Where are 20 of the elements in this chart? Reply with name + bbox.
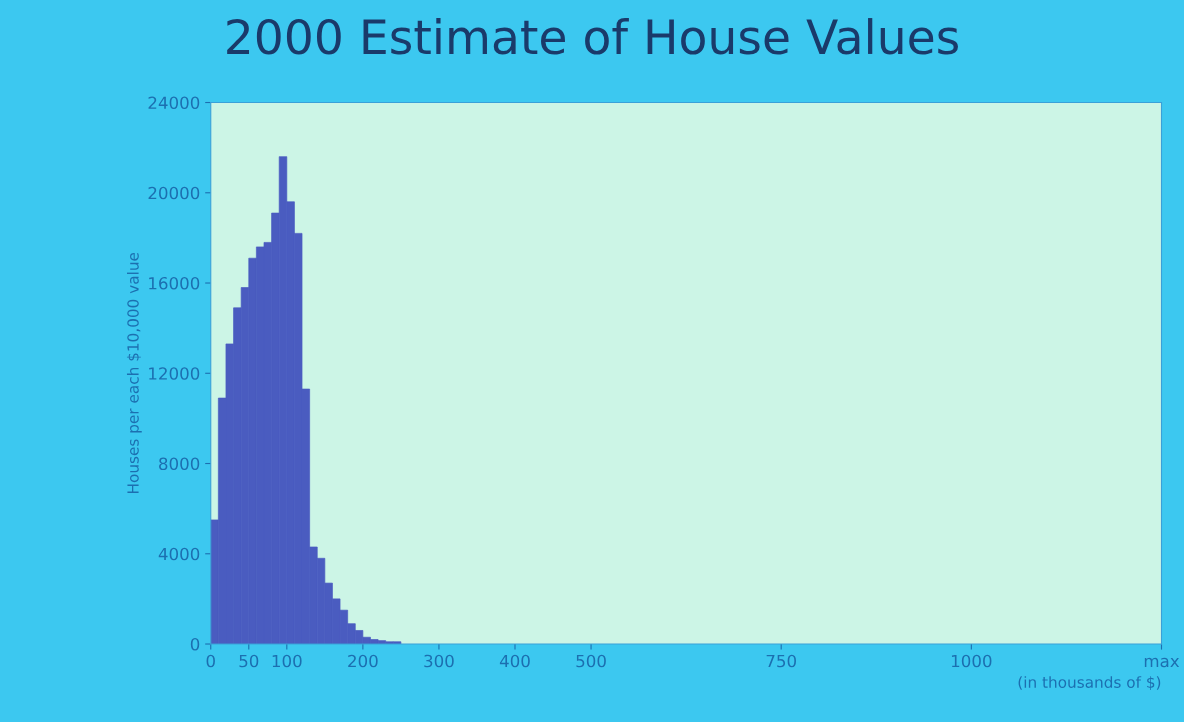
y-tick-label: 4000 [158, 547, 200, 561]
x-axis-title: (in thousands of $) [1018, 676, 1161, 690]
x-tick-label: 300 [424, 654, 454, 668]
x-tick-label: 400 [499, 654, 530, 668]
x-tick-label: 750 [766, 654, 796, 668]
chart-title: 2000 Estimate of House Values [227, 18, 958, 55]
y-tick-label: 20000 [148, 186, 200, 200]
x-tick-label: 50 [239, 654, 259, 668]
x-tick-label: 0 [206, 654, 215, 668]
y-axis-title: Houses per each $10,000 value [126, 252, 142, 493]
y-tick-label: 24000 [148, 96, 200, 110]
y-tick-label: 8000 [159, 457, 200, 471]
y-tick-label: 16000 [149, 276, 200, 290]
x-tick-label: 1000 [951, 654, 992, 668]
y-tick-label: 12000 [149, 367, 200, 380]
x-tick-label: 200 [348, 654, 378, 668]
x-tick-label: max [1144, 657, 1180, 668]
y-tick-label: 0 [190, 637, 200, 651]
x-tick-label: 100 [272, 654, 302, 668]
x-tick-label: 500 [576, 654, 606, 668]
